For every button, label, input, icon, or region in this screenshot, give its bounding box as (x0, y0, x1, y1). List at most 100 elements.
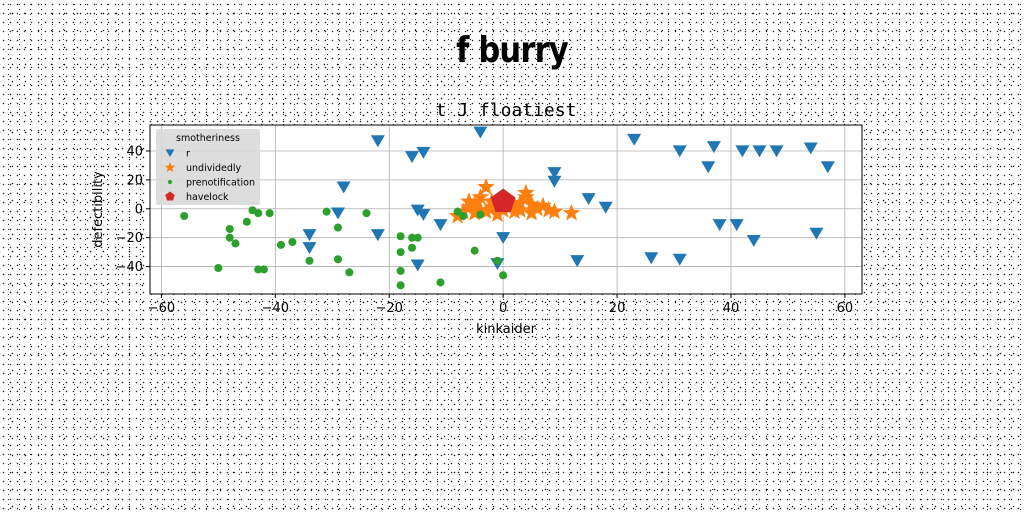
y-tick-label: −20 (116, 231, 143, 246)
data-point-r (496, 232, 511, 244)
data-point-prenotification (396, 248, 405, 257)
data-point-prenotification (305, 256, 314, 265)
y-tick-label: −40 (116, 260, 143, 275)
legend-marker-undividedly (164, 161, 176, 172)
data-point-prenotification (288, 237, 297, 247)
legend-label: undividedly (186, 163, 242, 174)
data-point-r (598, 201, 613, 214)
y-tick-label: 40 (126, 145, 143, 160)
y-tick-label: 20 (126, 173, 143, 188)
data-point-prenotification (345, 268, 354, 277)
data-point-prenotification (396, 266, 405, 275)
legend-label: r (186, 149, 190, 160)
data-point-r (735, 145, 750, 158)
data-point-r (752, 145, 767, 158)
data-point-prenotification (362, 209, 371, 218)
data-point-r (370, 135, 385, 148)
data-point-undividedly (522, 195, 541, 212)
data-point-prenotification (231, 239, 240, 248)
data-point-prenotification (453, 207, 462, 216)
data-point-r (820, 161, 835, 174)
data-point-r (547, 175, 562, 188)
data-point-r (729, 219, 744, 231)
data-point-r (416, 146, 431, 159)
data-point-r (803, 142, 818, 155)
data-point-r (746, 234, 761, 247)
data-point-prenotification (459, 211, 468, 221)
data-point-prenotification (499, 271, 508, 280)
data-point-r (809, 227, 824, 240)
x-tick-label: 0 (499, 301, 507, 316)
data-point-undividedly (534, 196, 552, 214)
figure-suptitle: f burry (456, 30, 569, 71)
data-point-r (570, 255, 585, 268)
data-point-r (547, 167, 562, 179)
data-point-r (330, 207, 345, 220)
data-point-r (433, 219, 448, 231)
data-point-prenotification (254, 209, 263, 218)
chart-title: t J floatiest (436, 100, 577, 121)
y-axis-label: defectibility (91, 171, 106, 248)
x-axis-label: kinkaider (476, 322, 537, 337)
data-point-prenotification (333, 223, 342, 232)
x-tick-label: 20 (609, 301, 626, 316)
data-point-r (473, 126, 488, 139)
legend-marker-havelock (165, 191, 175, 201)
data-point-undividedly (465, 203, 484, 221)
legend-title: smotheriness (176, 133, 240, 144)
legend-label: havelock (186, 192, 229, 203)
data-point-prenotification (242, 217, 251, 226)
data-point-r (410, 259, 425, 272)
x-tick-label: −20 (376, 301, 403, 316)
y-tick-label: 0 (135, 202, 143, 217)
data-point-prenotification (396, 281, 405, 290)
data-point-prenotification (493, 256, 502, 265)
data-point-undividedly (483, 198, 501, 215)
data-point-undividedly (528, 199, 547, 217)
data-point-prenotification (225, 233, 234, 242)
x-tick-label: −60 (148, 301, 175, 316)
legend: smotheriness r undividedly prenotification h… (156, 129, 260, 205)
data-point-r (302, 242, 317, 255)
plot-layer: −60 −40 −20 0 20 40 60 −40 −20 0 20 40 kinkaider defe… (91, 100, 863, 337)
data-point-prenotification (276, 240, 286, 249)
data-point-prenotification (259, 265, 268, 274)
data-point-r (712, 219, 727, 231)
data-point-havelock (490, 188, 516, 213)
data-point-r (706, 141, 721, 153)
data-point-prenotification (225, 224, 234, 234)
x-tick-label: −40 (262, 301, 289, 316)
data-point-prenotification (322, 207, 331, 216)
plot-frame (149, 124, 863, 295)
data-point-undividedly (522, 203, 541, 221)
legend-marker-r (165, 149, 175, 158)
data-point-prenotification (476, 210, 485, 219)
data-point-r (672, 253, 687, 266)
data-point-undividedly (477, 177, 495, 195)
data-point-r (769, 145, 784, 158)
data-point-r (672, 145, 687, 158)
data-point-prenotification (413, 233, 422, 242)
x-tick-label: 60 (837, 301, 854, 316)
data-point-r (416, 208, 431, 221)
data-point-undividedly (511, 193, 529, 211)
data-point-r (405, 151, 420, 164)
data-point-undividedly (454, 202, 473, 220)
data-point-undividedly (562, 203, 581, 221)
data-point-undividedly (471, 201, 490, 218)
data-point-undividedly (465, 195, 484, 212)
data-point-r (370, 229, 385, 242)
data-point-undividedly (505, 202, 524, 220)
legend-box (156, 129, 260, 205)
data-point-r (627, 133, 642, 146)
data-point-r (581, 193, 596, 205)
data-point-prenotification (214, 263, 223, 273)
data-point-undividedly (488, 205, 507, 222)
data-point-prenotification (407, 233, 417, 242)
data-point-prenotification (436, 278, 445, 287)
data-point-undividedly (545, 202, 564, 220)
data-point-prenotification (254, 265, 263, 274)
data-point-prenotification (470, 246, 479, 255)
data-point-prenotification (333, 255, 342, 264)
